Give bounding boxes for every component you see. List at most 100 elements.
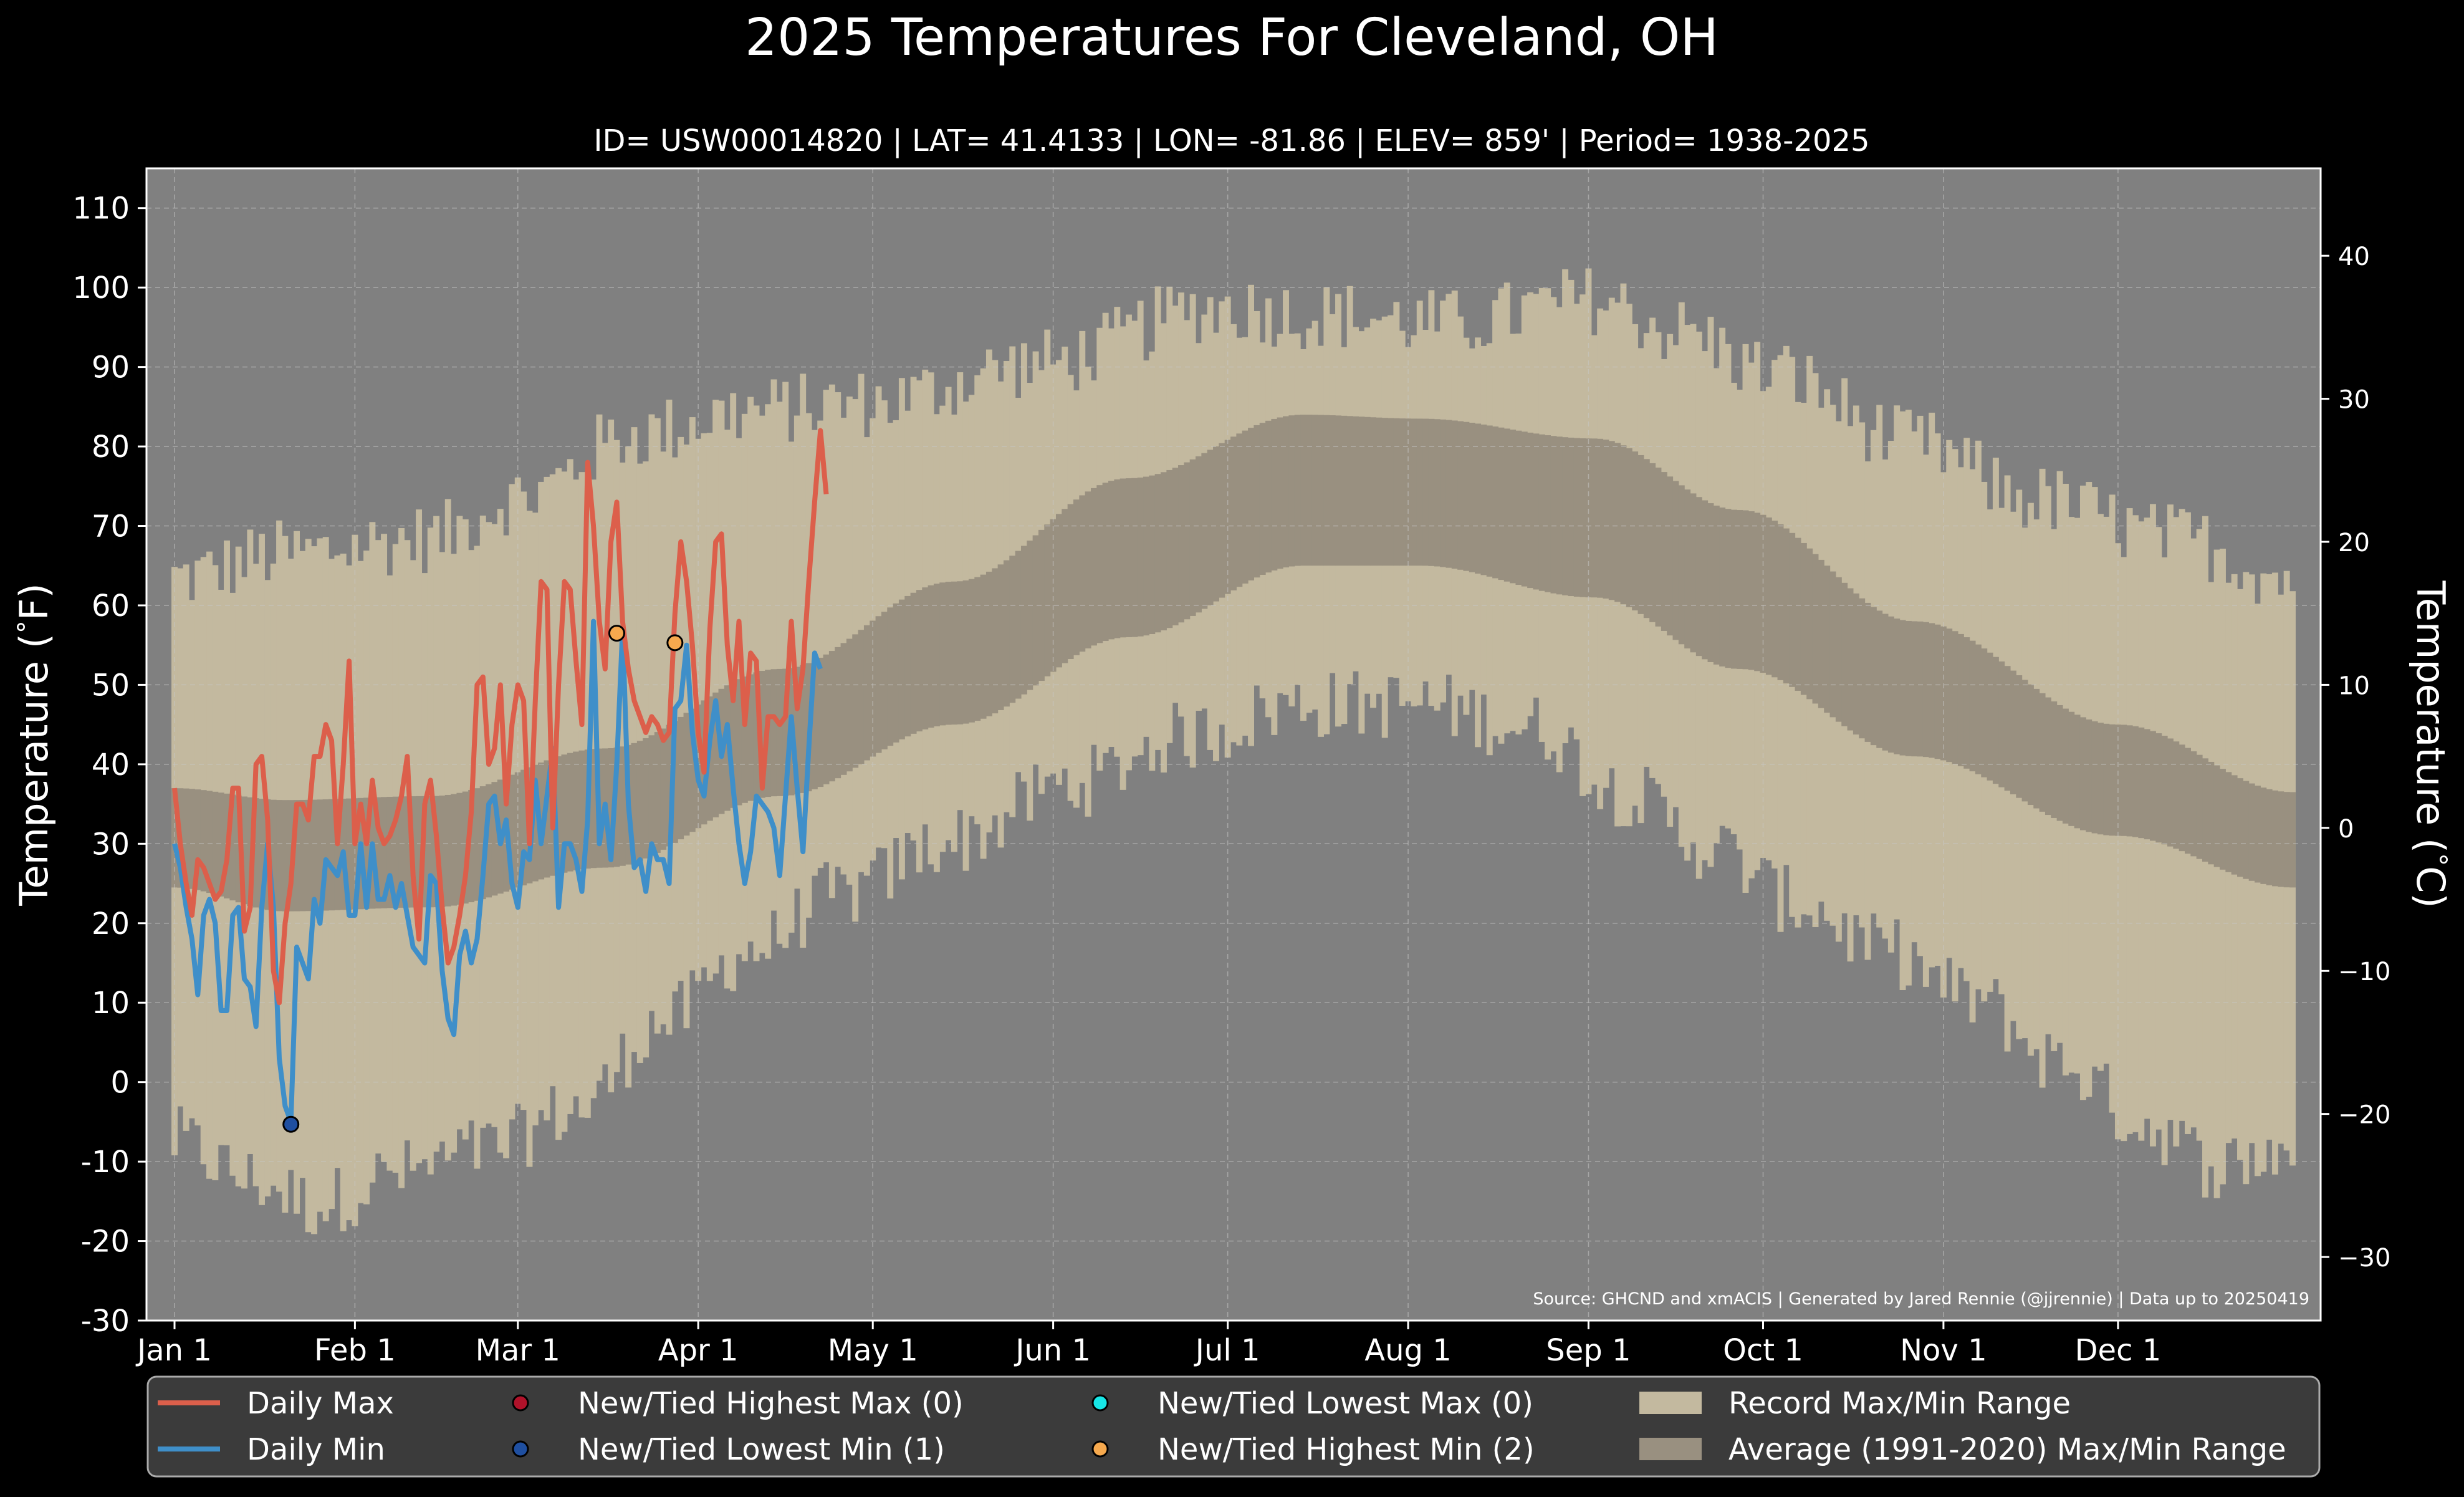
normal-bar: [259, 799, 265, 909]
normal-bar: [1957, 633, 1964, 766]
normal-bar: [608, 748, 615, 868]
normal-bar: [1789, 532, 1796, 687]
normal-bar: [1742, 510, 1749, 670]
normal-bar: [2283, 792, 2290, 888]
normal-bar: [1527, 432, 1534, 589]
degree-symbol-right: °: [2422, 853, 2453, 866]
normal-bar: [1841, 582, 1848, 726]
normal-bar: [1917, 621, 1924, 757]
normal-bar: [1451, 420, 1458, 569]
normal-bar: [782, 668, 789, 796]
normal-bar: [2086, 719, 2092, 832]
normal-bar: [386, 796, 393, 908]
normal-bar: [194, 789, 201, 890]
normal-bar: [1131, 478, 1138, 637]
normal-bar: [1265, 420, 1272, 573]
normal-bar: [1149, 475, 1156, 634]
normal-bar: [561, 754, 568, 873]
normal-bar: [1032, 535, 1039, 686]
normal-bar: [1667, 476, 1674, 636]
normal-bar: [299, 799, 306, 912]
normal-bar: [1992, 657, 1999, 784]
normal-bar: [2173, 741, 2180, 849]
normal-bar: [1434, 419, 1441, 567]
normal-bar: [1009, 556, 1016, 703]
normal-bar: [916, 590, 923, 732]
daily-min-line: [172, 619, 823, 1125]
normal-bar: [666, 724, 673, 847]
normal-bar: [1358, 416, 1365, 566]
normal-bar: [1835, 577, 1842, 722]
normal-bar: [532, 764, 539, 882]
x-tick-label: Jun 1: [1014, 1333, 1091, 1368]
normal-bar: [1678, 485, 1685, 645]
normal-bar: [654, 732, 661, 853]
normal-bar: [451, 794, 458, 906]
normal-bar: [206, 791, 213, 893]
legend-label: New/Tied Lowest Min (1): [578, 1432, 945, 1467]
y-left-label-text: Temperature (: [11, 633, 57, 907]
normal-bar: [1125, 478, 1132, 637]
normal-bar: [1411, 418, 1417, 566]
normal-bar: [2237, 778, 2243, 877]
normal-bar: [870, 620, 876, 757]
normal-bar: [992, 568, 999, 714]
normal-bar: [1201, 453, 1208, 609]
normal-bar: [2179, 744, 2185, 852]
normal-bar: [1143, 476, 1149, 636]
record-bar: [793, 415, 800, 889]
y-axis-left-label: Temperature (°F): [11, 583, 57, 907]
normal-bar: [567, 753, 573, 872]
normal-bar: [1737, 510, 1743, 669]
normal-bar: [1614, 443, 1621, 602]
normal-bar: [1184, 462, 1191, 620]
normal-bar: [1771, 521, 1778, 678]
normal-bar: [904, 595, 911, 737]
y-tick-label-right: 30: [2338, 386, 2370, 415]
normal-bar: [1196, 456, 1202, 613]
normal-bar: [968, 579, 975, 723]
normal-bar: [636, 741, 643, 861]
normal-bar: [456, 792, 463, 905]
normal-bar: [2190, 751, 2197, 857]
normal-bar: [1580, 438, 1586, 597]
y-axis-right: 40 30 20 10 0 −10 −20 −30: [2321, 243, 2390, 1273]
record-bar: [770, 379, 777, 911]
record-bar: [718, 400, 725, 956]
x-tick-label: May 1: [828, 1333, 918, 1368]
normal-bar: [1381, 418, 1388, 566]
degree-symbol-left: °: [12, 620, 42, 633]
normal-bar: [835, 647, 841, 779]
normal-bar: [2231, 775, 2238, 875]
normal-bar: [2021, 680, 2028, 802]
normal-bar: [893, 603, 899, 743]
normal-bar: [1510, 430, 1517, 584]
normal-bar: [2149, 731, 2156, 841]
normal-bar: [643, 738, 650, 859]
y-tick-label-right: −30: [2338, 1244, 2390, 1273]
y-tick-label-left: 0: [110, 1066, 130, 1100]
normal-bar: [1364, 416, 1371, 566]
normal-bar: [218, 792, 224, 897]
normal-bar: [1760, 514, 1767, 673]
y-tick-label-right: 0: [2338, 815, 2354, 844]
normal-bar: [2079, 717, 2086, 830]
y-tick-label-left: 80: [92, 430, 130, 465]
y-tick-label-left: 10: [92, 986, 130, 1021]
normal-bar: [1533, 433, 1540, 590]
normal-bar: [1393, 418, 1400, 566]
normal-bar: [613, 747, 620, 867]
normal-bar: [881, 612, 888, 749]
normal-bar: [427, 796, 434, 908]
normal-bar: [375, 797, 381, 909]
normal-bar: [1783, 528, 1790, 684]
normal-bar: [793, 667, 800, 795]
normal-bar: [1486, 425, 1493, 577]
normal-bar: [2161, 736, 2168, 845]
grid: [146, 168, 2321, 1321]
normal-bar: [2202, 758, 2208, 862]
normal-bar: [1887, 616, 1894, 753]
y-tick-label-left: -10: [81, 1145, 130, 1180]
normal-bar: [2074, 715, 2081, 829]
normal-bar: [328, 799, 335, 911]
